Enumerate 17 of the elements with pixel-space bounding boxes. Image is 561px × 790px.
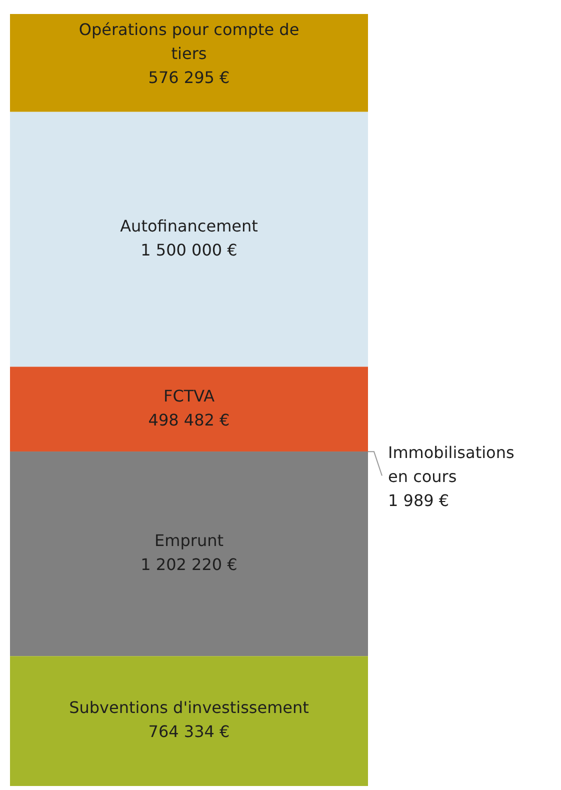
series-label: Subventions d'investissement: [69, 698, 309, 718]
series-label: Autofinancement: [120, 216, 258, 236]
bar: [10, 112, 368, 367]
series-label: Immobilisations en cours: [388, 442, 514, 486]
data-label: 1 989 €: [388, 490, 450, 510]
series-label: Emprunt: [154, 531, 224, 550]
data-label: 1 202 220 €: [140, 555, 238, 574]
bar: [10, 366, 368, 452]
bar: [10, 656, 368, 786]
data-label: 764 334 €: [148, 722, 230, 742]
series-label: Opérations pour compte de tiers: [78, 20, 300, 64]
data-label: 1 500 000 €: [140, 240, 238, 260]
data-label: 498 482 €: [148, 410, 230, 430]
bar: [10, 14, 368, 112]
bar: [10, 452, 368, 656]
series-label: FCTVA: [163, 386, 215, 406]
data-label: 576 295 €: [148, 68, 230, 88]
